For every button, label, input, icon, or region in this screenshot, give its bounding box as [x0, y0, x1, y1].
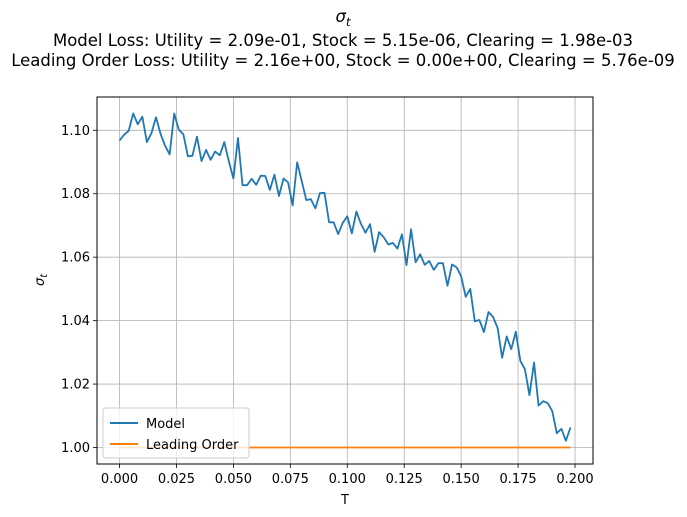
chart-title-symbol-base: σ [336, 7, 347, 26]
x-tick-label: 0.100 [329, 472, 366, 487]
x-axis-ticks: 0.000 0.025 0.050 0.075 0.100 0.125 0.150 0.175… [101, 464, 594, 487]
chart-title-leading-order-loss: Leading Order Loss: Utility = 2.16e+00, … [11, 51, 675, 70]
x-tick-label: 0.150 [443, 472, 480, 487]
legend: Model Leading Order [102, 407, 250, 459]
plot-area [97, 97, 593, 464]
x-tick-label: 0.125 [386, 472, 423, 487]
x-tick-label: 0.200 [556, 472, 593, 487]
chart-title-model-loss: Model Loss: Utility = 2.09e-01, Stock = … [53, 31, 633, 50]
y-tick-label: 1.02 [61, 378, 90, 393]
y-axis-title: σt [33, 273, 50, 286]
y-tick-label: 1.04 [61, 314, 90, 329]
legend-label-leading-order: Leading Order [146, 438, 239, 453]
x-tick-label: 0.050 [215, 472, 252, 487]
chart-title-symbol: σt [336, 7, 351, 29]
legend-box [102, 407, 250, 459]
chart-title-symbol-sub: t [346, 15, 351, 29]
x-tick-label: 0.075 [272, 472, 309, 487]
series-line-model [118, 112, 572, 442]
x-tick-label: 0.025 [158, 472, 195, 487]
y-tick-label: 1.00 [61, 441, 90, 456]
y-tick-label: 1.08 [61, 187, 90, 202]
x-tick-label: 0.000 [101, 472, 138, 487]
legend-label-model: Model [146, 417, 185, 432]
x-axis-title: T [340, 493, 349, 508]
y-tick-label: 1.10 [61, 124, 90, 139]
y-axis-ticks: 1.00 1.02 1.04 1.06 1.08 1.10 [61, 124, 97, 456]
y-axis-title-base: σ [33, 277, 48, 286]
axes-frame [96, 96, 594, 465]
y-tick-label: 1.06 [61, 251, 90, 266]
x-tick-label: 0.175 [499, 472, 536, 487]
y-axis-title-sub: t [39, 273, 50, 278]
